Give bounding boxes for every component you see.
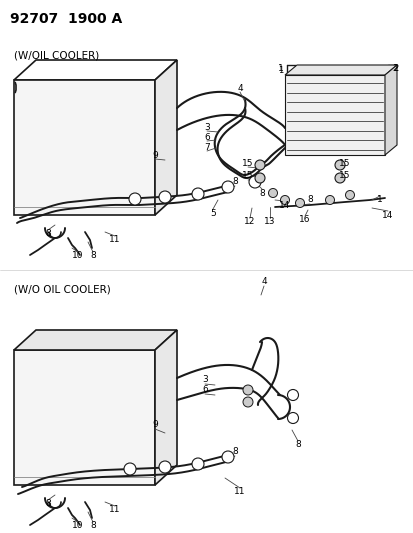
Text: 1: 1: [376, 196, 382, 205]
Text: 6: 6: [204, 133, 209, 141]
Text: 10: 10: [72, 521, 83, 530]
Polygon shape: [284, 75, 384, 155]
Text: 6: 6: [202, 385, 207, 394]
Text: 8: 8: [232, 177, 237, 187]
Circle shape: [334, 173, 344, 183]
Circle shape: [221, 451, 233, 463]
Polygon shape: [284, 65, 396, 75]
Text: 8: 8: [259, 189, 264, 198]
Text: 4: 4: [237, 84, 242, 93]
Circle shape: [287, 390, 298, 400]
Text: 12: 12: [244, 217, 255, 227]
Text: 15: 15: [242, 172, 253, 181]
Text: 13: 13: [263, 217, 275, 227]
Text: 14: 14: [279, 200, 290, 209]
Text: 5: 5: [210, 208, 215, 217]
Polygon shape: [154, 330, 177, 485]
Circle shape: [242, 397, 252, 407]
Text: 8: 8: [306, 196, 312, 205]
Text: 2: 2: [392, 63, 397, 72]
Text: 8: 8: [45, 499, 51, 508]
Text: 11: 11: [109, 505, 121, 514]
Circle shape: [287, 413, 298, 424]
Polygon shape: [14, 350, 154, 485]
Circle shape: [248, 176, 260, 188]
Polygon shape: [154, 60, 177, 215]
Text: 16: 16: [299, 215, 310, 224]
Text: 9: 9: [152, 150, 157, 159]
Text: 7: 7: [204, 142, 209, 151]
Text: 11: 11: [109, 236, 121, 245]
Text: 8: 8: [90, 252, 96, 261]
Text: 15: 15: [338, 158, 350, 167]
Circle shape: [334, 160, 344, 170]
Circle shape: [325, 196, 334, 205]
Circle shape: [159, 461, 171, 473]
Text: (W/OIL COOLER): (W/OIL COOLER): [14, 50, 99, 60]
Polygon shape: [14, 330, 177, 350]
Text: 8: 8: [90, 521, 96, 530]
Text: 92707  1900 A: 92707 1900 A: [10, 12, 122, 26]
Text: 10: 10: [72, 252, 83, 261]
Circle shape: [124, 463, 136, 475]
Circle shape: [242, 385, 252, 395]
Text: 14: 14: [381, 211, 393, 220]
Text: 8: 8: [45, 230, 51, 238]
Text: 4: 4: [261, 278, 266, 287]
Circle shape: [254, 160, 264, 170]
Text: 3: 3: [204, 123, 209, 132]
Circle shape: [254, 173, 264, 183]
Text: 8: 8: [232, 448, 237, 456]
Circle shape: [221, 181, 233, 193]
Circle shape: [295, 198, 304, 207]
Text: 2: 2: [391, 63, 397, 72]
Text: 1: 1: [278, 63, 283, 72]
Circle shape: [345, 190, 354, 199]
Circle shape: [159, 191, 171, 203]
Circle shape: [192, 458, 204, 470]
Text: 11: 11: [234, 488, 245, 497]
Circle shape: [129, 193, 141, 205]
Polygon shape: [384, 65, 396, 155]
Circle shape: [192, 188, 204, 200]
Text: 3: 3: [202, 376, 207, 384]
Polygon shape: [14, 80, 154, 215]
Text: 15: 15: [242, 158, 253, 167]
Text: 1: 1: [277, 66, 282, 75]
Text: (W/O OIL COOLER): (W/O OIL COOLER): [14, 285, 111, 295]
Circle shape: [268, 189, 277, 198]
Circle shape: [280, 196, 289, 205]
Text: 15: 15: [338, 172, 350, 181]
Text: 9: 9: [152, 421, 157, 430]
Text: 8: 8: [294, 440, 300, 449]
